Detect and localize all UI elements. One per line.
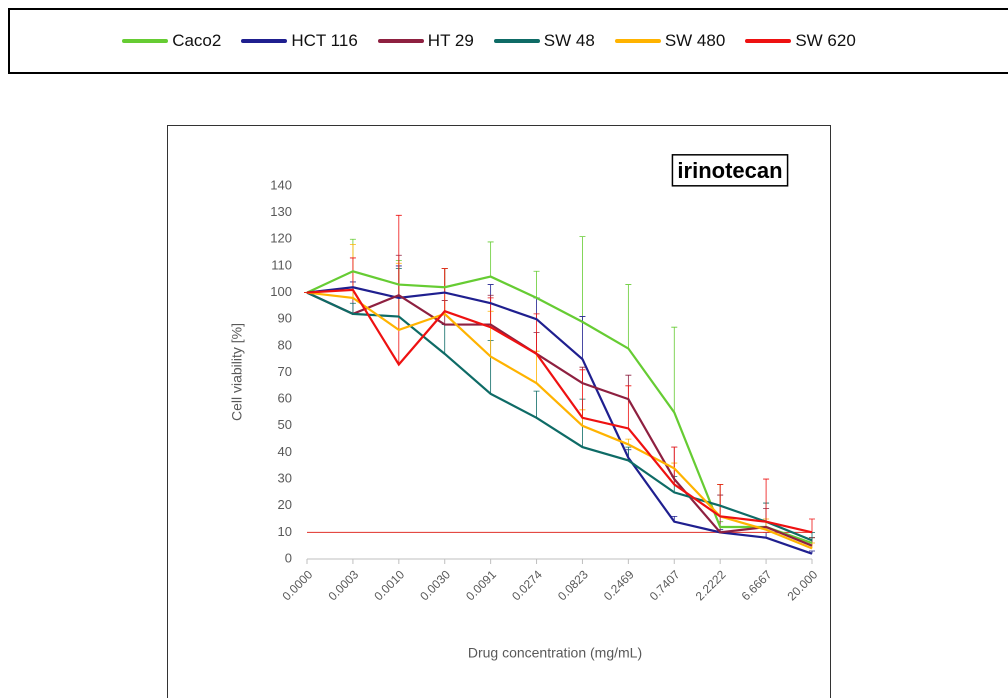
series-line [306,288,813,534]
legend: Caco2 HCT 116 HT 29 SW 48 SW 480 SW 620 [8,8,1008,74]
error-bar [441,268,448,312]
error-bar [625,385,632,429]
x-tick-label: 2.2222 [693,567,729,603]
y-axis-label: Cell viability [%] [229,323,245,421]
legend-label: HT 29 [427,31,474,50]
error-bar [487,241,494,277]
y-tick-label: 70 [278,364,292,379]
error-bar [763,478,770,522]
error-bar [349,257,356,290]
y-tick-label: 110 [271,257,292,272]
series-line [306,291,813,550]
legend-item: SW 48 [493,31,595,51]
x-tick-label: 0.0091 [463,567,499,603]
error-bar [809,518,815,533]
x-axis-label: Drug concentration (mg/mL) [468,645,642,661]
series-line [306,291,813,547]
error-bar [579,236,586,322]
legend-swatch [377,39,424,43]
x-tick-label: 0.0003 [325,567,361,603]
y-tick-label: 20 [278,497,292,512]
x-tick-label: 0.0274 [509,567,545,603]
error-bar [625,284,632,349]
y-tick-label: 100 [270,284,292,299]
x-tick-label: 0.0010 [371,567,407,603]
legend-item: HCT 116 [241,31,358,51]
legend-label: SW 48 [543,31,595,50]
y-tick-label: 40 [278,444,292,459]
y-tick-label: 30 [278,471,292,486]
chart-title: irinotecan [677,158,782,183]
x-tick-label: 20.000 [785,567,821,603]
error-bar [579,316,586,360]
error-bar [717,484,724,517]
series-line [306,270,813,545]
y-tick-label: 50 [278,417,292,432]
legend-label: SW 620 [795,31,856,50]
x-tick-label: 0.2469 [601,567,637,603]
y-tick-label: 10 [278,524,292,539]
legend-item: SW 480 [614,31,726,51]
y-tick-label: 120 [270,231,292,246]
y-tick-label: 130 [270,204,292,219]
error-bar [533,390,540,418]
legend-swatch [493,39,540,43]
series-line [306,291,813,542]
x-tick-label: 0.7407 [647,567,683,603]
series-line [306,286,813,555]
x-tick-label: 0.0823 [555,567,591,603]
error-bar [533,270,540,298]
y-tick-label: 60 [278,391,292,406]
legend-item: Caco2 [122,31,221,51]
x-tick-label: 0.0030 [417,567,453,603]
legend-item: SW 620 [745,31,856,51]
error-bar [441,324,448,354]
legend-swatch [614,39,661,43]
legend-swatch [122,39,169,43]
y-tick-label: 80 [278,337,292,352]
legend-label: HCT 116 [291,31,358,50]
legend-label: SW 480 [664,31,726,50]
legend-label: Caco2 [172,31,222,50]
legend-swatch [241,39,288,43]
chart-frame [167,125,831,698]
legend-item: HT 29 [377,31,474,51]
y-tick-label: 0 [285,550,292,565]
error-bar [395,214,402,365]
error-bar [671,326,678,413]
x-tick-label: 0.0000 [280,567,316,603]
error-bar [349,302,356,314]
legend-swatch [745,39,792,43]
x-tick-label: 6.6667 [739,567,775,603]
title-box [671,154,789,187]
y-tick-label: 90 [278,311,292,326]
y-tick-label: 140 [270,177,292,192]
error-bar [579,369,586,418]
